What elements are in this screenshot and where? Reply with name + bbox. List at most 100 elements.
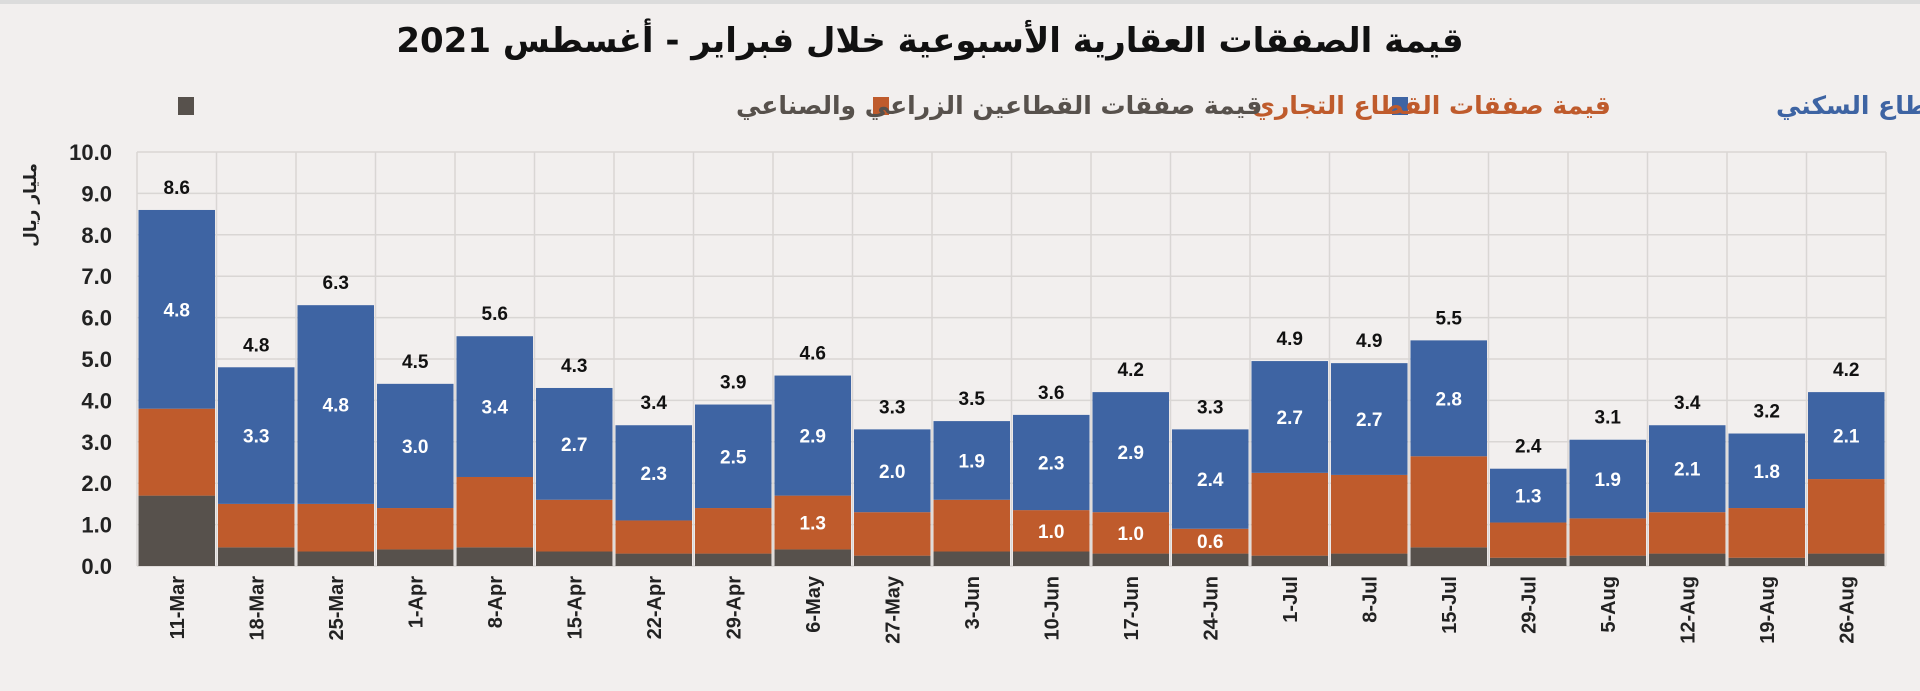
total-value-label: 8.6 <box>164 178 190 199</box>
total-value-label: 4.5 <box>402 352 429 373</box>
y-tick-label: 10.0 <box>69 140 112 165</box>
bar-segment <box>1490 522 1567 558</box>
segment-value-label: 2.1 <box>1833 427 1860 448</box>
bar-segment <box>1569 518 1646 556</box>
total-value-label: 4.8 <box>243 335 269 356</box>
segment-value-label: 1.9 <box>1595 470 1621 491</box>
legend-label-residential: قيمة صفقات القطاع السكني <box>1776 91 1920 120</box>
y-tick-label: 5.0 <box>81 347 112 372</box>
bar-segment <box>1728 508 1805 558</box>
bar-segment <box>1410 340 1487 457</box>
bar-segment <box>218 503 295 548</box>
bar-segment <box>695 553 772 566</box>
bar-segment <box>1649 512 1726 554</box>
y-tick-label: 0.0 <box>81 554 112 579</box>
bar-segment <box>138 408 215 496</box>
bar-segment <box>1490 557 1567 566</box>
bar-segment <box>1490 468 1567 523</box>
x-tick-label: 15-Jul <box>1439 576 1461 634</box>
bar-segment <box>1092 392 1169 513</box>
x-tick-label: 1-Apr <box>405 576 427 628</box>
bar-segment <box>1808 392 1885 480</box>
segment-value-label: 2.9 <box>1118 443 1144 464</box>
y-tick-label: 7.0 <box>81 264 112 289</box>
bar-segment <box>774 495 851 550</box>
bar-segment <box>1251 472 1328 556</box>
x-tick-label: 26-Aug <box>1836 576 1858 644</box>
total-value-label: 3.2 <box>1754 402 1780 423</box>
bar-segment <box>456 476 533 548</box>
x-tick-label: 1-Jul <box>1280 576 1302 623</box>
bar-segment <box>377 383 454 509</box>
bar-segment <box>854 512 931 556</box>
y-tick-label: 8.0 <box>81 223 112 248</box>
total-value-label: 4.9 <box>1356 331 1382 352</box>
total-value-label: 6.3 <box>323 273 349 294</box>
bar-segment <box>138 495 215 566</box>
bar-segment <box>1331 474 1408 554</box>
bar-segment <box>218 367 295 504</box>
total-value-label: 4.6 <box>800 344 826 365</box>
x-tick-label: 6-May <box>803 575 825 633</box>
x-tick-label: 29-Jul <box>1518 576 1540 634</box>
total-value-label: 4.9 <box>1277 329 1303 350</box>
segment-value-label: 1.0 <box>1118 524 1144 545</box>
bar-segment <box>1013 510 1090 552</box>
x-tick-label: 15-Apr <box>564 576 586 640</box>
total-value-label: 4.2 <box>1118 360 1144 381</box>
segment-value-label: 2.9 <box>800 427 826 448</box>
bar-segment <box>774 549 851 566</box>
bar-segment <box>854 555 931 566</box>
bar-segment <box>1569 555 1646 566</box>
x-tick-label: 3-Jun <box>962 576 984 629</box>
x-tick-label: 8-Apr <box>485 576 507 628</box>
legend-label-commercial: قيمة صفقات القطاع التجاري <box>1252 91 1611 121</box>
segment-value-label: 2.1 <box>1674 460 1701 481</box>
segment-value-label: 1.3 <box>1515 487 1541 508</box>
total-value-label: 3.9 <box>720 373 746 394</box>
bar-segment <box>297 551 374 566</box>
total-value-label: 4.2 <box>1833 360 1859 381</box>
segment-value-label: 2.7 <box>1356 410 1382 431</box>
legend-swatch-commercial <box>873 97 889 115</box>
bar-segment <box>1092 512 1169 554</box>
bar-segment <box>377 508 454 550</box>
bar-segment <box>615 553 692 566</box>
bar-segment <box>1808 553 1885 566</box>
y-tick-label: 4.0 <box>81 388 112 413</box>
total-value-label: 5.6 <box>482 304 508 325</box>
segment-value-label: 2.0 <box>879 462 905 483</box>
x-tick-label: 19-Aug <box>1757 576 1779 644</box>
segment-value-label: 2.7 <box>1277 408 1303 429</box>
bar-segment <box>1649 553 1726 566</box>
x-tick-label: 17-Jun <box>1121 576 1143 640</box>
bar-segment <box>1410 456 1487 548</box>
segment-value-label: 3.0 <box>402 437 428 458</box>
x-tick-label: 22-Apr <box>644 576 666 640</box>
bar-segment <box>1569 439 1646 519</box>
bar-segment <box>1172 553 1249 566</box>
bars: 4.8 8.6 3.3 4.8 4.8 6.3 3.0 4.5 3.4 5.6 2.7 4.3 2.3 3… <box>138 178 1885 566</box>
segment-value-label: 2.5 <box>720 447 747 468</box>
total-value-label: 3.4 <box>641 393 668 414</box>
bar-segment <box>933 499 1010 552</box>
total-value-label: 3.4 <box>1674 393 1701 414</box>
total-value-label: 3.3 <box>1197 397 1223 418</box>
bar-segment <box>1808 479 1885 554</box>
total-value-label: 3.1 <box>1595 408 1622 429</box>
segment-value-label: 4.8 <box>323 396 349 417</box>
bar-segment <box>695 404 772 509</box>
x-tick-label: 27-May <box>882 575 904 644</box>
bar-segment <box>774 375 851 496</box>
bar-segment <box>1728 433 1805 509</box>
y-tick-label: 9.0 <box>81 181 112 206</box>
y-axis-label: مليار ريال <box>21 163 41 247</box>
bar-segment <box>854 429 931 513</box>
total-value-label: 3.3 <box>879 397 905 418</box>
bar-segment <box>1013 551 1090 566</box>
bar-segment <box>933 551 1010 566</box>
bar-segment <box>1649 425 1726 513</box>
x-tick-label: 10-Jun <box>1041 576 1063 640</box>
legend-swatch-residential <box>1392 97 1408 115</box>
